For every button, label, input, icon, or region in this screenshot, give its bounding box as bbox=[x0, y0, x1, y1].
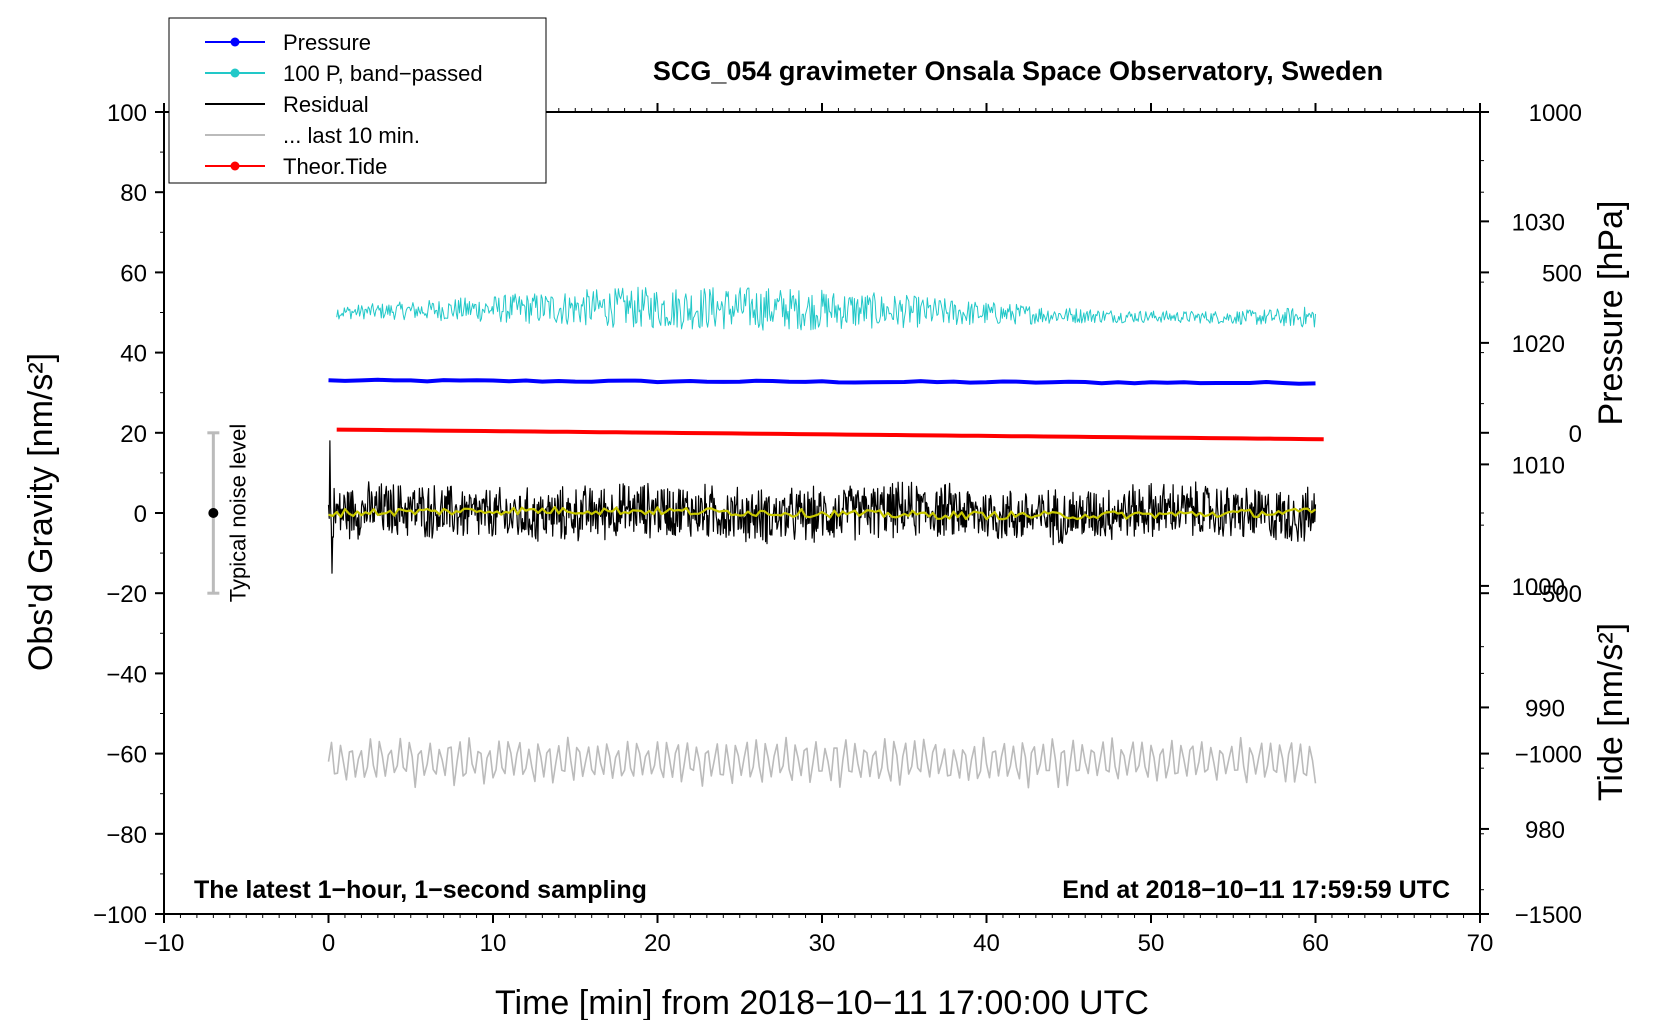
x-tick-label: −10 bbox=[144, 930, 185, 957]
noise-level-indicator: Typical noise level bbox=[207, 424, 250, 603]
tick-layer: −10 0 10 20 30 40 50 60 70−100−80−60−40−20020406… bbox=[93, 100, 1582, 957]
pressure-tick-label: 980 bbox=[1525, 817, 1565, 844]
pressure-tick-label: 1030 bbox=[1512, 209, 1565, 236]
legend-marker bbox=[230, 37, 240, 47]
y-tick-label: −20 bbox=[106, 581, 147, 608]
pressure-tick-label: 1010 bbox=[1512, 452, 1565, 479]
pressure-tick-label: 990 bbox=[1525, 695, 1565, 722]
tide-tick-label: 500 bbox=[1542, 260, 1582, 287]
x-tick-label: 0 bbox=[322, 930, 335, 957]
noise-bar-center-dot bbox=[208, 508, 219, 518]
x-tick-label: 40 bbox=[973, 930, 1000, 957]
y-tick-label: 0 bbox=[134, 501, 147, 528]
annotation-end-time: End at 2018−10−11 17:59:59 UTC bbox=[1062, 876, 1450, 904]
tide-tick-label: 0 bbox=[1569, 421, 1582, 448]
left-axis-title: Obs'd Gravity [nm/s²] bbox=[22, 353, 60, 671]
series-line bbox=[336, 286, 1316, 331]
legend: Pressure 100 P, band−passed Residual ... la… bbox=[168, 17, 547, 184]
legend-items: Pressure 100 P, band−passed Residual ... la… bbox=[205, 30, 483, 179]
tide-tick-label: −1000 bbox=[1515, 742, 1582, 769]
pressure-axis-title: Pressure [hPa] bbox=[1592, 201, 1630, 426]
tide-axis-title: Tide [nm/s²] bbox=[1592, 623, 1630, 801]
legend-label: Pressure bbox=[283, 30, 371, 55]
noise-bar-label: Typical noise level bbox=[225, 424, 250, 603]
y-tick-label: −60 bbox=[106, 742, 147, 769]
series-layer bbox=[327, 286, 1324, 789]
y-tick-label: 40 bbox=[120, 341, 147, 368]
y-tick-label: −80 bbox=[106, 822, 147, 849]
pressure-tick-label: 1020 bbox=[1512, 331, 1565, 358]
legend-label: ... last 10 min. bbox=[283, 123, 420, 148]
y-tick-label: 60 bbox=[120, 260, 147, 287]
y-tick-label: −40 bbox=[106, 661, 147, 688]
legend-marker bbox=[230, 68, 240, 78]
legend-label: Residual bbox=[283, 92, 369, 117]
tide-tick-label: 1000 bbox=[1529, 100, 1582, 127]
series-line bbox=[328, 377, 1316, 386]
legend-label: 100 P, band−passed bbox=[283, 61, 483, 86]
chart-title: SCG_054 gravimeter Onsala Space Observat… bbox=[653, 56, 1383, 86]
tide-tick-label: −1500 bbox=[1515, 902, 1582, 929]
series-line bbox=[327, 440, 1317, 574]
y-tick-label: 80 bbox=[120, 180, 147, 207]
series-line bbox=[327, 736, 1317, 789]
x-tick-label: 70 bbox=[1467, 930, 1494, 957]
x-axis-title: Time [min] from 2018−10−11 17:00:00 UTC bbox=[495, 984, 1149, 1020]
series-line bbox=[336, 427, 1324, 442]
x-tick-label: 10 bbox=[480, 930, 507, 957]
y-tick-label: 20 bbox=[120, 421, 147, 448]
tide-tick-label: −500 bbox=[1528, 581, 1582, 608]
x-tick-label: 50 bbox=[1138, 930, 1165, 957]
annotation-sampling: The latest 1−hour, 1−second sampling bbox=[194, 876, 647, 904]
series-line bbox=[328, 505, 1317, 521]
legend-box bbox=[168, 17, 547, 184]
legend-marker bbox=[230, 161, 240, 171]
x-tick-label: 20 bbox=[644, 930, 671, 957]
pressure-tick-label: 1000 bbox=[1512, 574, 1565, 601]
legend-label: Theor.Tide bbox=[283, 154, 387, 179]
y-tick-label: −100 bbox=[93, 902, 147, 929]
x-tick-label: 60 bbox=[1302, 930, 1329, 957]
y-tick-label: 100 bbox=[107, 100, 147, 127]
x-tick-label: 30 bbox=[809, 930, 836, 957]
